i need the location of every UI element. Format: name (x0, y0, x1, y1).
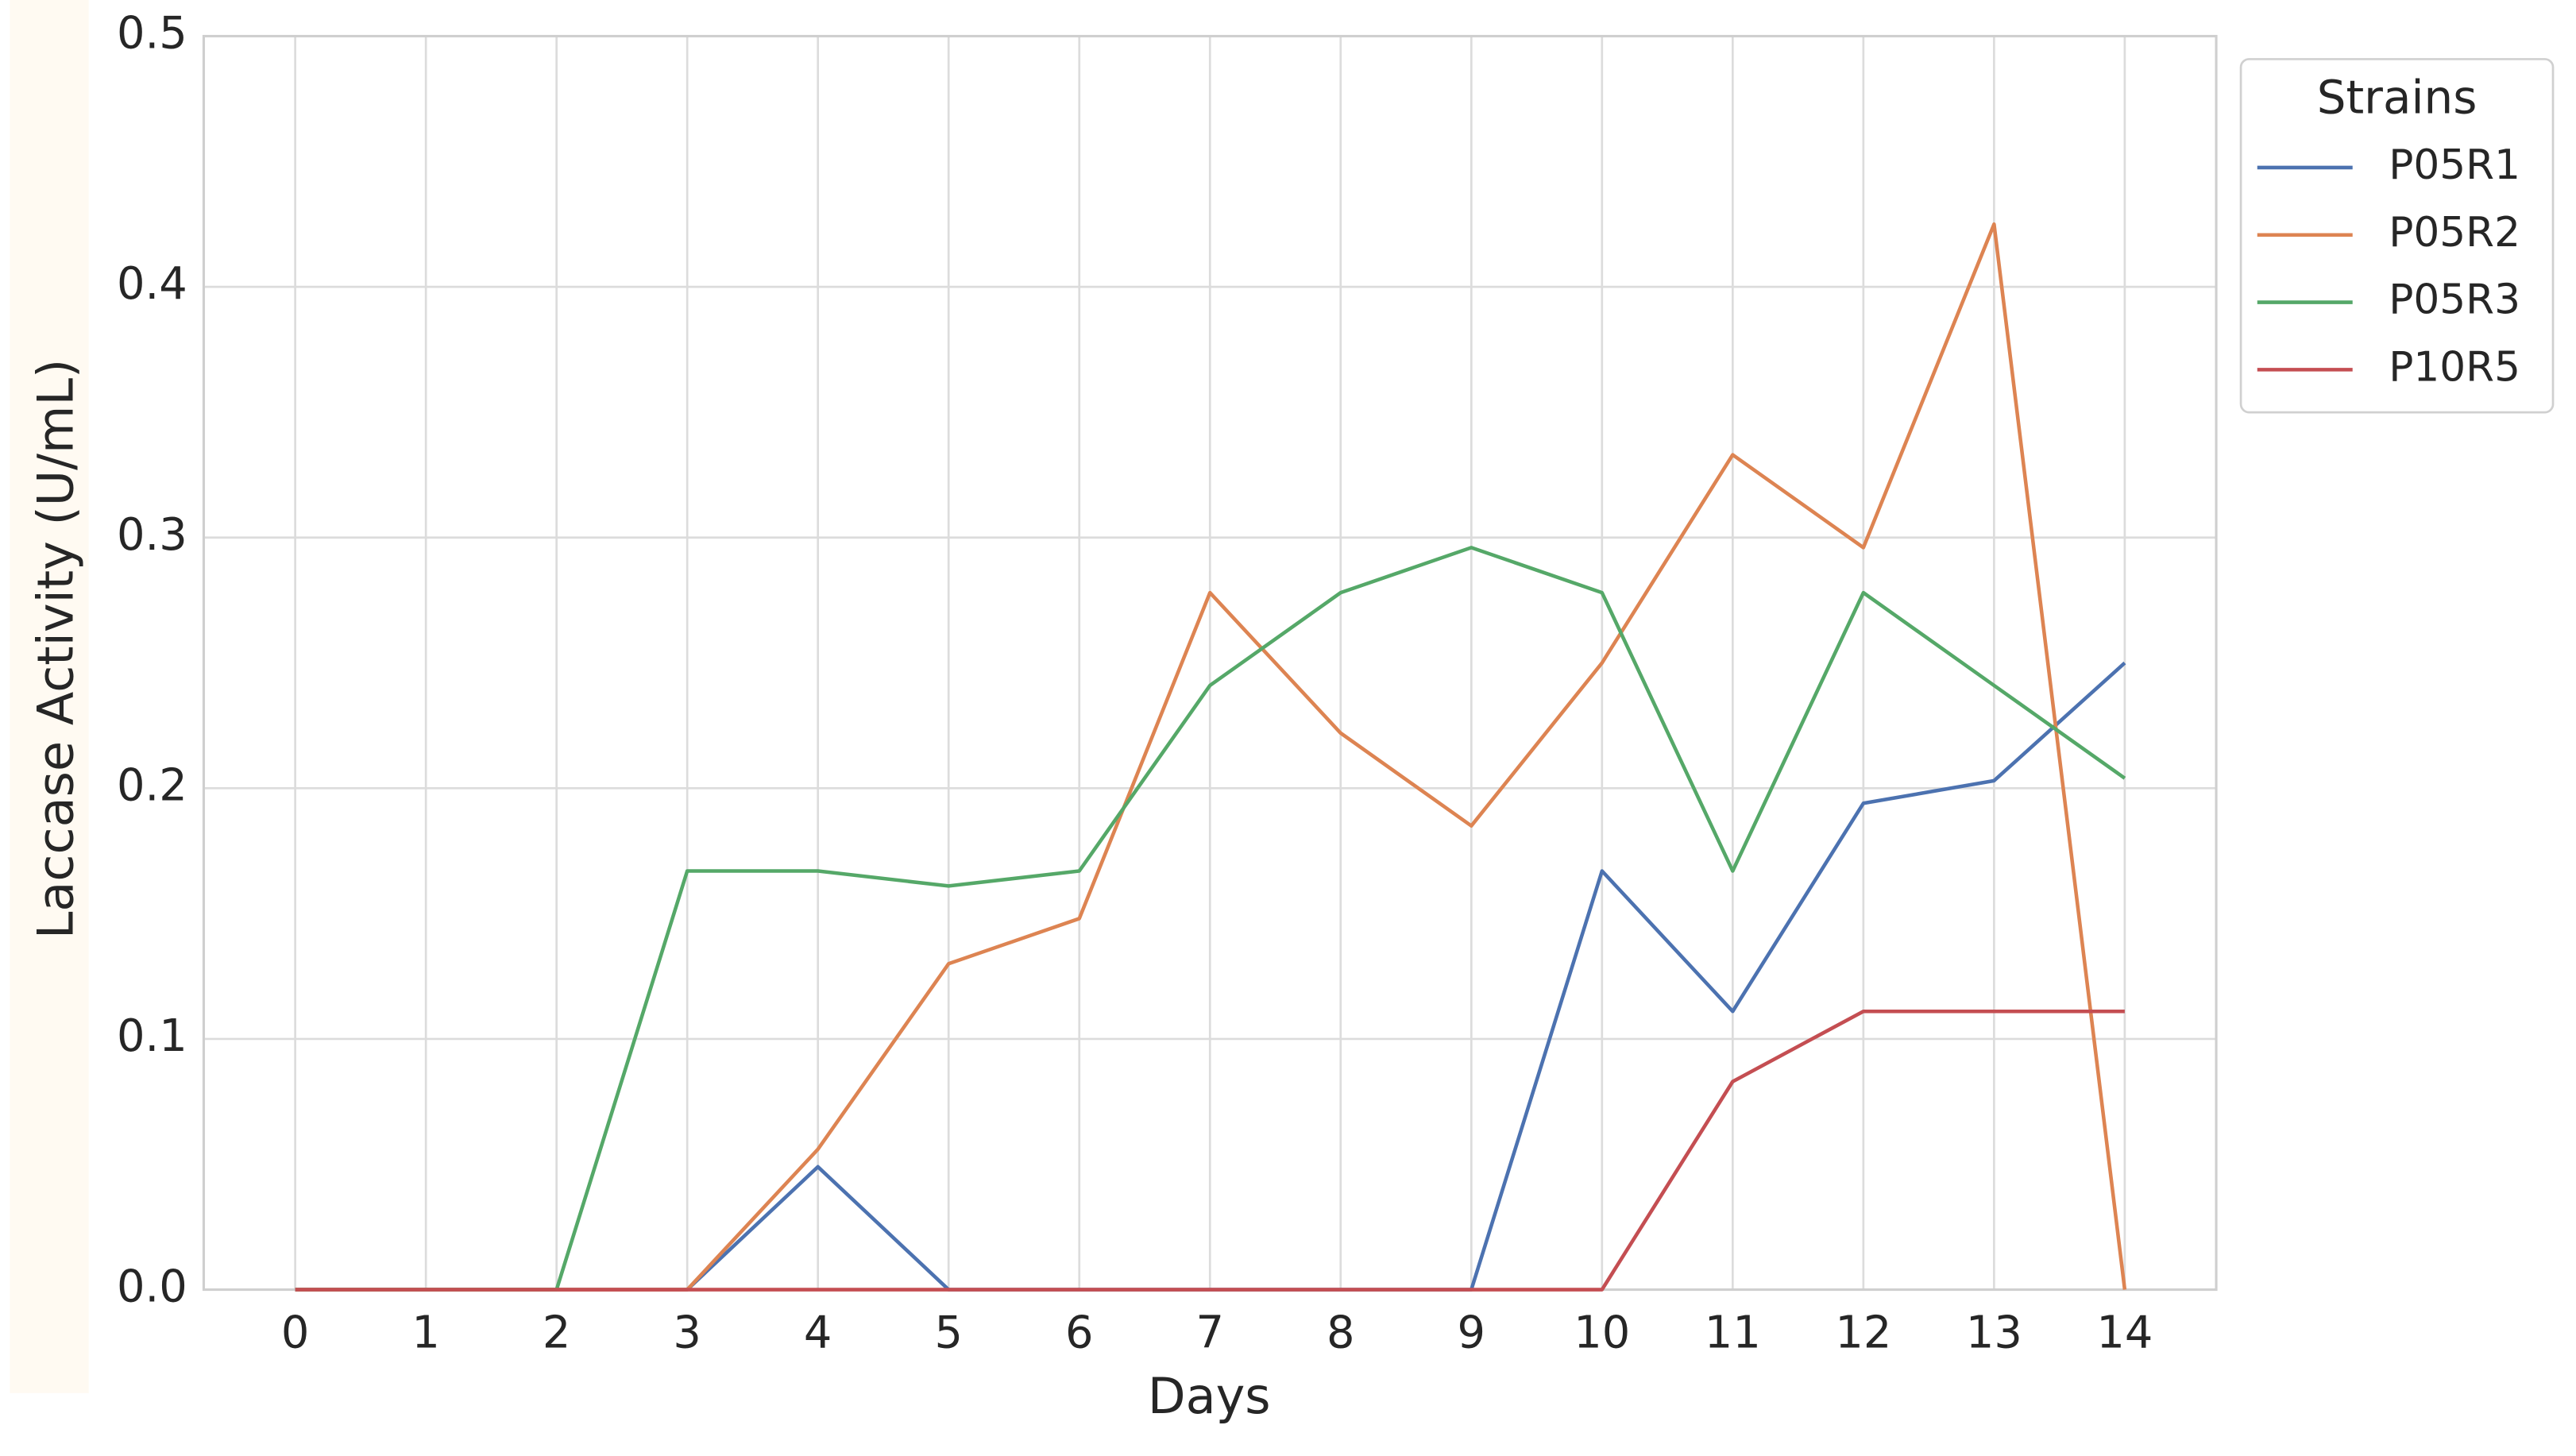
x-axis-label: Days (1148, 1367, 1271, 1425)
x-tick-label: 0 (281, 1307, 310, 1359)
x-tick-label: 2 (543, 1307, 571, 1359)
x-tick-label: 8 (1327, 1307, 1355, 1359)
series-line (295, 1009, 2125, 1292)
x-tick-label: 4 (804, 1307, 832, 1359)
x-tick-label: 7 (1195, 1307, 1224, 1359)
series-line (295, 546, 2126, 1292)
x-tick-label: 13 (1966, 1307, 2022, 1359)
x-tick-label: 12 (1835, 1307, 1891, 1359)
x-tick-label: 11 (1705, 1307, 1761, 1359)
x-tick-label: 9 (1458, 1307, 1486, 1359)
y-tick-label: 0.2 (117, 759, 187, 811)
y-tick-label: 0.0 (117, 1261, 187, 1313)
x-tick-label: 14 (2096, 1307, 2153, 1359)
margin-strip (10, 0, 89, 1393)
x-tick-label: 5 (934, 1307, 963, 1359)
x-tick-label: 3 (673, 1307, 701, 1359)
legend-label: P10R5 (2389, 343, 2520, 391)
y-tick-label: 0.4 (117, 258, 187, 310)
x-tick-label: 1 (411, 1307, 440, 1359)
legend-title: Strains (2317, 70, 2478, 124)
y-tick-label: 0.3 (117, 509, 187, 561)
legend-label: P05R1 (2389, 141, 2520, 189)
legend-box (2239, 58, 2555, 414)
y-tick-label: 0.1 (117, 1010, 187, 1062)
legend-label: P05R2 (2389, 209, 2520, 257)
y-axis-label: Laccase Activity (U/mL) (27, 359, 85, 939)
x-tick-label: 10 (1574, 1307, 1630, 1359)
legend-label: P05R3 (2389, 276, 2520, 324)
x-tick-label: 6 (1065, 1307, 1094, 1359)
y-tick-label: 0.5 (117, 8, 187, 60)
